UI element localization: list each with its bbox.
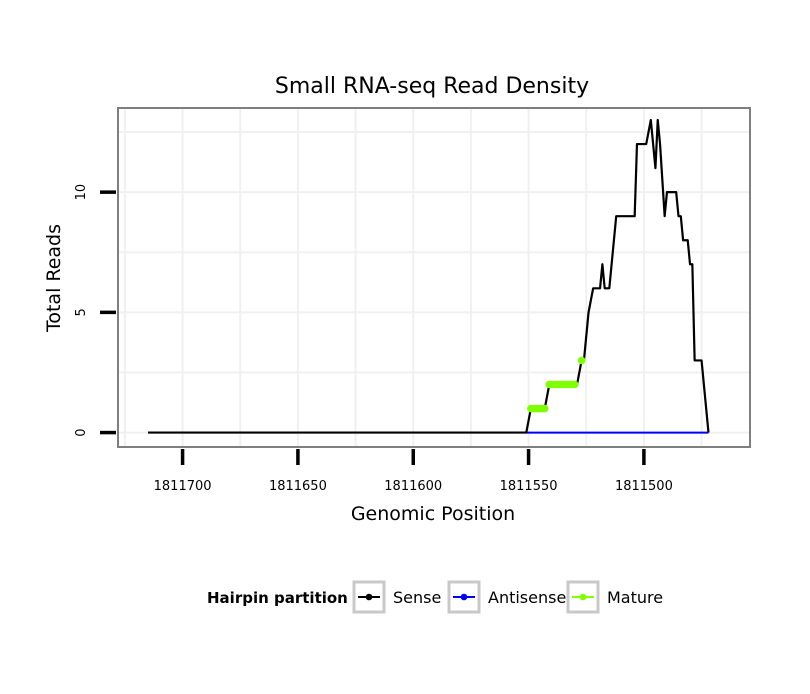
y-tick-label: 0 (74, 428, 89, 436)
x-tick-label: 1811650 (269, 479, 327, 494)
series-sense-line (147, 118, 710, 434)
mature-point (570, 380, 579, 389)
x-tick-label: 1811600 (384, 479, 442, 494)
legend-marker-antisense (460, 593, 468, 601)
y-tick-label: 5 (74, 308, 89, 316)
y-tick-label: 10 (74, 184, 89, 201)
mature-point (540, 404, 549, 413)
plot-area: 1811700 1811650 1811600 1811550 1811500 0 5 10 (74, 107, 751, 494)
x-tick-label: 1811550 (500, 479, 558, 494)
legend-label-mature: Mature (607, 588, 663, 607)
legend-label-sense: Sense (393, 588, 441, 607)
legend-marker-mature (579, 593, 587, 601)
legend-title: Hairpin partition (207, 589, 348, 607)
legend-marker-sense (365, 593, 373, 601)
x-tick-label: 1811500 (615, 479, 673, 494)
y-axis-label: Total Reads (43, 224, 65, 333)
plot-border (117, 107, 751, 448)
x-axis-label: Genomic Position (351, 503, 515, 525)
legend-label-antisense: Antisense (488, 588, 566, 607)
x-tick-label: 1811700 (154, 479, 212, 494)
legend: Hairpin partition Sense Antisense Mature (207, 580, 663, 614)
mature-point (577, 356, 586, 365)
chart-title: Small RNA-seq Read Density (275, 74, 589, 99)
